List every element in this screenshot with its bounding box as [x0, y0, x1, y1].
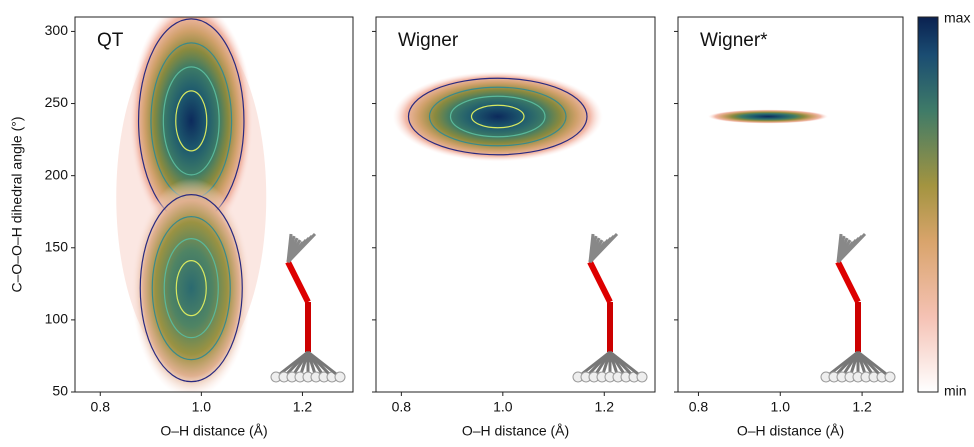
- plot-frame: [678, 17, 903, 392]
- atom: [637, 372, 647, 382]
- x-tick-label: 0.8: [91, 399, 111, 415]
- density-layer: [708, 110, 828, 124]
- molecule: [821, 234, 895, 382]
- density-peak: [131, 178, 251, 398]
- x-axis-label: O–H distance (Å): [462, 423, 569, 439]
- x-tick-label: 1.0: [192, 399, 212, 415]
- y-tick-label: 300: [45, 22, 69, 38]
- x-tick-label: 0.8: [689, 399, 709, 415]
- x-tick-label: 1.2: [293, 399, 313, 415]
- y-tick-label: 100: [45, 311, 69, 327]
- molecule: [573, 234, 647, 382]
- x-tick-label: 1.2: [595, 399, 615, 415]
- figure: QT 0.8 1.0 1.2 50 100 150 200 250 300 O–H distance…: [0, 0, 974, 442]
- x-axis-label: O–H distance (Å): [737, 423, 844, 439]
- density-peak: [393, 72, 603, 162]
- bond: [288, 262, 308, 302]
- x-tick-label: 0.8: [392, 399, 412, 415]
- y-tick-label: 50: [52, 383, 68, 399]
- y-axis-label: C–O–O–H dihedral angle (°): [9, 116, 25, 292]
- x-tick-label: 1.0: [771, 399, 791, 415]
- x-tick-label: 1.2: [852, 399, 872, 415]
- y-tick-label: 200: [45, 166, 69, 182]
- colorbar: [918, 17, 938, 392]
- bond: [590, 262, 610, 302]
- density-layer: [393, 72, 603, 162]
- y-tick-label: 150: [45, 238, 69, 254]
- x-tick-label: 1.0: [493, 399, 513, 415]
- panel-title: QT: [97, 30, 124, 51]
- density-peak: [708, 110, 828, 124]
- atom: [885, 372, 895, 382]
- panel-title: Wigner: [398, 30, 459, 51]
- bond: [838, 262, 858, 302]
- y-tick-label: 250: [45, 94, 69, 110]
- atom: [335, 372, 345, 382]
- x-axis-label: O–H distance (Å): [160, 423, 267, 439]
- panel-title: Wigner*: [700, 30, 768, 51]
- molecule: [271, 234, 345, 382]
- colorbar-label: max: [944, 10, 970, 26]
- density-layer: [116, 1, 266, 398]
- colorbar-label: min: [944, 383, 967, 399]
